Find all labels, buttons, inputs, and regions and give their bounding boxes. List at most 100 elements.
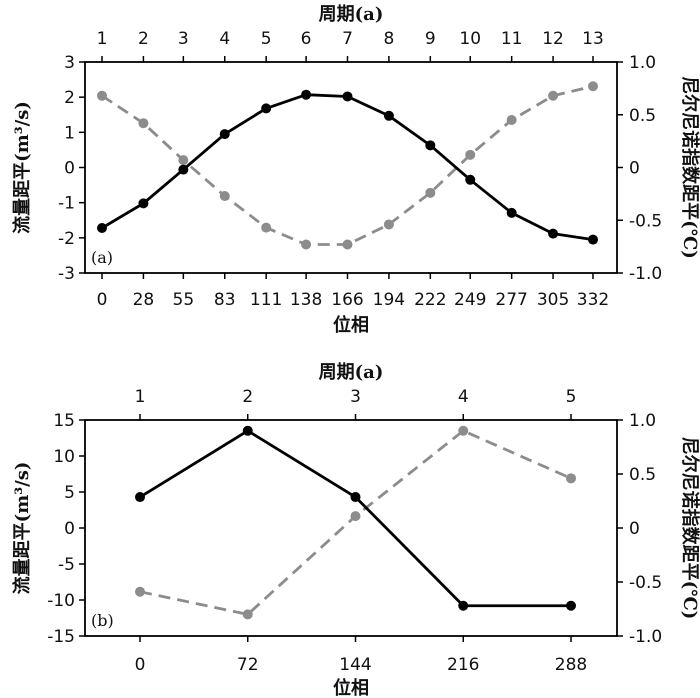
y2-axis-title: 尼尔尼诺指数距平(℃) xyxy=(679,76,700,259)
data-point-solid xyxy=(301,89,312,100)
data-point-solid xyxy=(588,234,598,245)
y-axis-title: 流量距平(m³/s) xyxy=(11,462,33,595)
y-tick-label: -2 xyxy=(58,229,75,249)
data-point-solid xyxy=(548,228,559,239)
y2-axis-title: 尼尔尼诺指数距平(℃) xyxy=(679,437,700,620)
x-top-tick-label: 1 xyxy=(97,29,108,49)
data-point-dashed xyxy=(178,155,189,166)
x-tick-label: 0 xyxy=(97,290,108,310)
y-tick-label: 0 xyxy=(64,519,75,539)
series-line-dashed xyxy=(101,84,594,246)
data-point-solid xyxy=(342,91,353,102)
data-point-solid xyxy=(566,600,576,611)
y-tick-label: 0 xyxy=(64,159,75,179)
x-top-tick-label: 4 xyxy=(458,387,469,407)
x-top-tick-label: 9 xyxy=(425,29,436,49)
data-point-dashed xyxy=(458,425,469,436)
data-point-solid xyxy=(458,600,469,611)
panel-label: (b) xyxy=(91,611,114,630)
x-top-tick-label: 5 xyxy=(566,387,577,407)
y-tick-label: 15 xyxy=(53,411,75,431)
data-point-solid xyxy=(383,110,394,121)
data-point-solid xyxy=(425,140,436,151)
data-point-dashed xyxy=(506,115,517,126)
x-tick-label: 332 xyxy=(577,290,609,310)
x-tick-label: 305 xyxy=(537,290,569,310)
data-point-dashed xyxy=(588,81,598,92)
data-point-dashed xyxy=(465,149,476,160)
y2-tick-label: 0.5 xyxy=(629,465,656,485)
x-top-tick-label: 3 xyxy=(350,387,361,407)
x-top-tick-label: 5 xyxy=(261,29,272,49)
data-point-solid xyxy=(465,174,476,185)
x-tick-label: 138 xyxy=(290,290,322,310)
y-tick-label: 10 xyxy=(53,447,75,467)
y-tick-label: 3 xyxy=(64,53,75,73)
x2-axis-title: 周期(a) xyxy=(319,4,384,25)
data-point-solid xyxy=(506,207,517,218)
x-axis-title: 位相 xyxy=(333,314,369,336)
x-tick-label: 166 xyxy=(331,290,363,310)
data-point-solid xyxy=(135,492,145,503)
y-tick-label: -15 xyxy=(47,627,75,647)
x-top-tick-label: 2 xyxy=(242,387,253,407)
x-tick-label: 277 xyxy=(495,290,527,310)
x-tick-label: 249 xyxy=(454,290,486,310)
y2-tick-label: -0.5 xyxy=(629,573,662,593)
data-point-solid xyxy=(350,492,361,503)
data-point-solid xyxy=(242,425,253,436)
x-top-tick-label: 4 xyxy=(219,29,230,49)
data-point-dashed xyxy=(350,511,361,522)
data-point-dashed xyxy=(138,118,149,129)
y2-tick-label: -1.0 xyxy=(629,264,662,284)
x-tick-label: 28 xyxy=(133,290,155,310)
y-tick-label: 5 xyxy=(64,483,75,503)
panel-label: (a) xyxy=(91,248,113,267)
x-top-tick-label: 12 xyxy=(542,29,564,49)
y-axis-title: 流量距平(m³/s) xyxy=(11,101,33,234)
chart-panel-b: 0 1 72 2 144 3 216 4 288 5 15 10 5 0 -5 -10 -15 1.0 0.5 0 -0… xyxy=(11,362,700,698)
x-top-tick-label: 1 xyxy=(135,387,146,407)
data-point-dashed xyxy=(301,239,312,250)
data-point-dashed xyxy=(97,90,107,101)
x-tick-label: 288 xyxy=(555,655,587,675)
data-point-solid xyxy=(261,103,272,114)
x-top-tick-label: 2 xyxy=(138,29,149,49)
x-tick-label: 72 xyxy=(237,655,259,675)
y-tick-label: 2 xyxy=(64,88,75,108)
data-point-dashed xyxy=(566,473,576,484)
x-axis-title: 位相 xyxy=(333,677,369,698)
data-point-dashed xyxy=(242,609,253,620)
data-point-dashed xyxy=(261,222,272,233)
data-point-solid xyxy=(138,198,149,209)
y2-tick-label: 1.0 xyxy=(629,411,656,431)
chart-panel-a: 0128255383411151386166719482229249102771… xyxy=(11,4,700,336)
y-tick-label: -10 xyxy=(47,591,75,611)
data-point-dashed xyxy=(383,219,394,230)
y-tick-label: -1 xyxy=(58,194,75,214)
x-tick-label: 144 xyxy=(339,655,371,675)
y2-tick-label: -1.0 xyxy=(629,627,662,647)
y2-tick-label: 0 xyxy=(629,159,640,179)
plot-frame xyxy=(84,419,618,637)
data-point-dashed xyxy=(342,239,353,250)
x-tick-label: 111 xyxy=(250,290,282,310)
y-tick-label: -3 xyxy=(58,264,75,284)
x-tick-label: 216 xyxy=(447,655,479,675)
x-tick-label: 55 xyxy=(173,290,195,310)
y-tick-label: 1 xyxy=(64,123,75,143)
data-point-dashed xyxy=(219,190,230,201)
x-top-tick-label: 11 xyxy=(501,29,523,49)
data-point-solid xyxy=(97,222,107,233)
data-point-solid xyxy=(219,129,230,140)
data-point-solid xyxy=(178,164,189,175)
x-top-tick-label: 7 xyxy=(342,29,353,49)
x-top-tick-label: 10 xyxy=(459,29,481,49)
x-tick-label: 0 xyxy=(135,655,146,675)
x-top-tick-label: 6 xyxy=(301,29,312,49)
y2-tick-label: -0.5 xyxy=(629,211,662,231)
y2-tick-label: 1.0 xyxy=(629,53,656,73)
y-tick-label: -5 xyxy=(58,555,75,575)
series-line-solid xyxy=(101,93,594,241)
